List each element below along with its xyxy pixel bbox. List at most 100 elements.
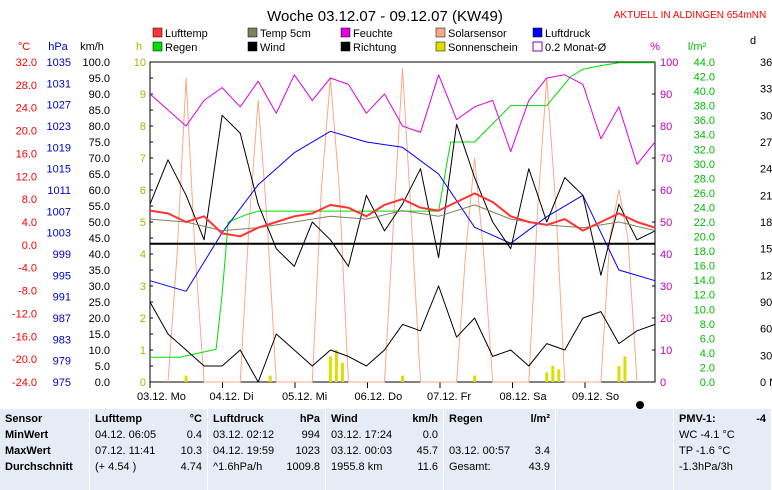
humidity-tick-label: 30 [660,281,672,293]
table-header-cell: -4 [756,413,766,425]
statistics-table: Sensor MinWert MaxWert Durchschnitt Lufttemp… [0,409,772,490]
direction-tick-label: 30 [760,350,772,362]
pressure-tick-label: 979 [53,356,71,368]
richtung-series [149,114,656,276]
table-header-cell: Luftdruck [213,413,264,425]
sunshine-bar [328,356,332,382]
temp-tick-label: 0.0 [22,240,37,252]
table-row: -1.3hPa/3h [679,459,766,475]
wind-tick-label: 20.0 [89,313,110,325]
rain-tick-label: 14.0 [694,275,715,287]
sun-tick-label: 1 [140,345,146,357]
table-column: PMV-1: -4 WC -4.1 °C TP -1.6 °C -1.3hPa/3h [674,409,772,490]
rain-tick-label: 18.0 [694,246,715,258]
legend-label: Regen [165,42,197,54]
temp-tick-label: 4.0 [22,217,37,229]
direction-axis-unit: d [750,35,756,47]
sunshine-bar [545,372,549,382]
rain-tick-label: 42.0 [694,72,715,84]
rain-tick-label: 4.0 [700,348,715,360]
direction-tick-label: 240 [760,164,772,176]
table-column: Sensor MinWert MaxWert Durchschnitt [0,409,90,490]
table-cell: -1.3hPa/3h [679,461,733,473]
legend-label: Feuchte [353,28,393,40]
legend-label: Temp 5cm [260,28,311,40]
table-row: 04.12. 19:59 1023 [213,443,320,459]
table-column: Wind km/h 03.12. 17:24 0.0 03.12. 00:03 45.7 1… [326,409,444,490]
wind-tick-label: 85.0 [89,105,110,117]
table-header: Sensor [5,411,84,427]
wind-tick-label: 100.0 [82,57,110,69]
table-header-cell: Sensor [5,413,43,425]
table-row: 04.12. 06:05 0.4 [95,427,202,443]
humidity-tick-label: 20 [660,313,672,325]
temp-tick-label: -24.0 [12,377,37,389]
pressure-tick-label: 995 [53,270,71,282]
sun-tick-label: 8 [140,121,146,133]
wind-tick-label: 45.0 [89,233,110,245]
rain-tick-label: 36.0 [694,115,715,127]
wind-tick-label: 50.0 [89,217,110,229]
humidity-tick-label: 70 [660,153,672,165]
table-cell: 3.4 [534,445,550,457]
legend-swatch [152,27,163,38]
wind-tick-label: 10.0 [89,345,110,357]
legend-swatch [152,41,163,52]
table-cell: (+ 4.54 ) [95,461,137,473]
pressure-tick-label: 1031 [47,78,71,90]
humidity-tick-label: 0 [660,377,666,389]
wind-tick-label: 55.0 [89,201,110,213]
rain-tick-label: 16.0 [694,261,715,273]
temp-tick-label: 8.0 [22,194,37,206]
table-cell: ^1.6hPa/h [213,461,263,473]
temp-tick-label: -12.0 [12,308,37,320]
legend-label: Lufttemp [165,28,208,40]
table-header [561,411,668,427]
direction-tick-label: 150 [760,244,772,256]
sunshine-bar [340,362,344,382]
rain-tick-label: 20.0 [694,232,715,244]
wind-tick-label: 40.0 [89,249,110,261]
table-cell: MinWert [5,429,49,441]
sun-tick-label: 0 [140,377,146,389]
table-header-cell: °C [189,413,202,425]
direction-tick-label: 180 S [760,217,772,229]
sunshine-bar [401,375,404,382]
table-row [561,427,668,443]
table-cell: 10.3 [180,445,202,457]
table-cell: 1955.8 km [331,461,383,473]
table-row: 1955.8 km 11.6 [331,459,438,475]
table-column: Lufttemp °C 04.12. 06:05 0.4 07.12. 11:41 10.… [90,409,208,490]
weather-chart: Woche 03.12.07 - 09.12.07 (KW49) AKTUELL … [12,8,772,409]
direction-tick-label: 120 [760,270,772,282]
pressure-tick-label: 1019 [47,142,71,154]
rain-tick-label: 38.0 [694,101,715,113]
pressure-tick-label: 1035 [47,57,71,69]
table-cell: 1023 [295,445,320,457]
temp-tick-label: 16.0 [16,148,37,160]
direction-tick-label: 0 N [760,377,772,389]
day-label: 08.12. Sa [500,391,548,403]
rain-axis-unit: l/m² [688,41,707,53]
table-header-cell: l/m² [530,413,550,425]
plot-area [149,61,656,383]
lufttemp-series [149,192,656,238]
table-cell: WC -4.1 °C [679,429,735,441]
direction-tick-label: 300 [760,110,772,122]
temp-tick-label: -16.0 [12,331,37,343]
rain-tick-label: 26.0 [694,188,715,200]
legend-swatch [340,41,351,52]
legend-label: Sonnenschein [448,42,518,54]
sunshine-bar [268,375,272,382]
legend-swatch [532,27,543,38]
wind-tick-label: 70.0 [89,153,110,165]
humidity-tick-label: 50 [660,217,672,229]
pressure-tick-label: 987 [53,313,71,325]
day-label: 04.12. Di [210,391,254,403]
table-row: 03.12. 17:24 0.0 [331,427,438,443]
rain-tick-label: 34.0 [694,130,715,142]
table-row: 03.12. 00:03 45.7 [331,443,438,459]
legend-label: Wind [260,42,285,54]
table-header: PMV-1: -4 [679,411,766,427]
sunshine-bar [551,366,555,382]
